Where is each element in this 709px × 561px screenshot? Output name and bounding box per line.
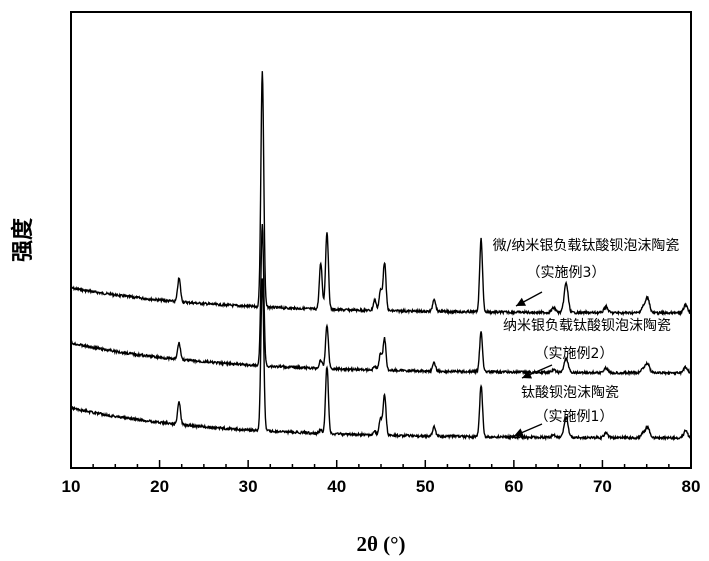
x-axis-ticks: 10 20 30 40 50 60 70 80: [62, 460, 701, 496]
series-curves: [71, 71, 691, 439]
x-tick-label: 60: [504, 477, 523, 496]
x-tick-label: 10: [62, 477, 81, 496]
x-tick-label: 20: [150, 477, 169, 496]
x-tick-label: 80: [682, 477, 701, 496]
x-tick-label: 70: [593, 477, 612, 496]
series-example-label: （实施例2）: [535, 346, 614, 362]
series-example-label: （实施例3）: [527, 265, 606, 281]
x-axis-label: 2θ (°): [356, 532, 405, 556]
x-tick-label: 40: [327, 477, 346, 496]
annotations: 微/纳米银负载钛酸钡泡沫陶瓷 （实施例3） 纳米银负载钛酸钡泡沫陶瓷 （实施例2） 钛酸…: [493, 238, 680, 437]
series-annotation: 钛酸钡泡沫陶瓷: [521, 385, 619, 401]
series-annotation: 纳米银负载钛酸钡泡沫陶瓷: [503, 318, 671, 334]
series-example-label: （实施例1）: [535, 409, 614, 425]
x-tick-label: 50: [416, 477, 435, 496]
x-tick-label: 30: [239, 477, 258, 496]
series-annotation: 微/纳米银负载钛酸钡泡沫陶瓷: [493, 238, 680, 254]
y-axis-label: 强度: [10, 217, 36, 262]
